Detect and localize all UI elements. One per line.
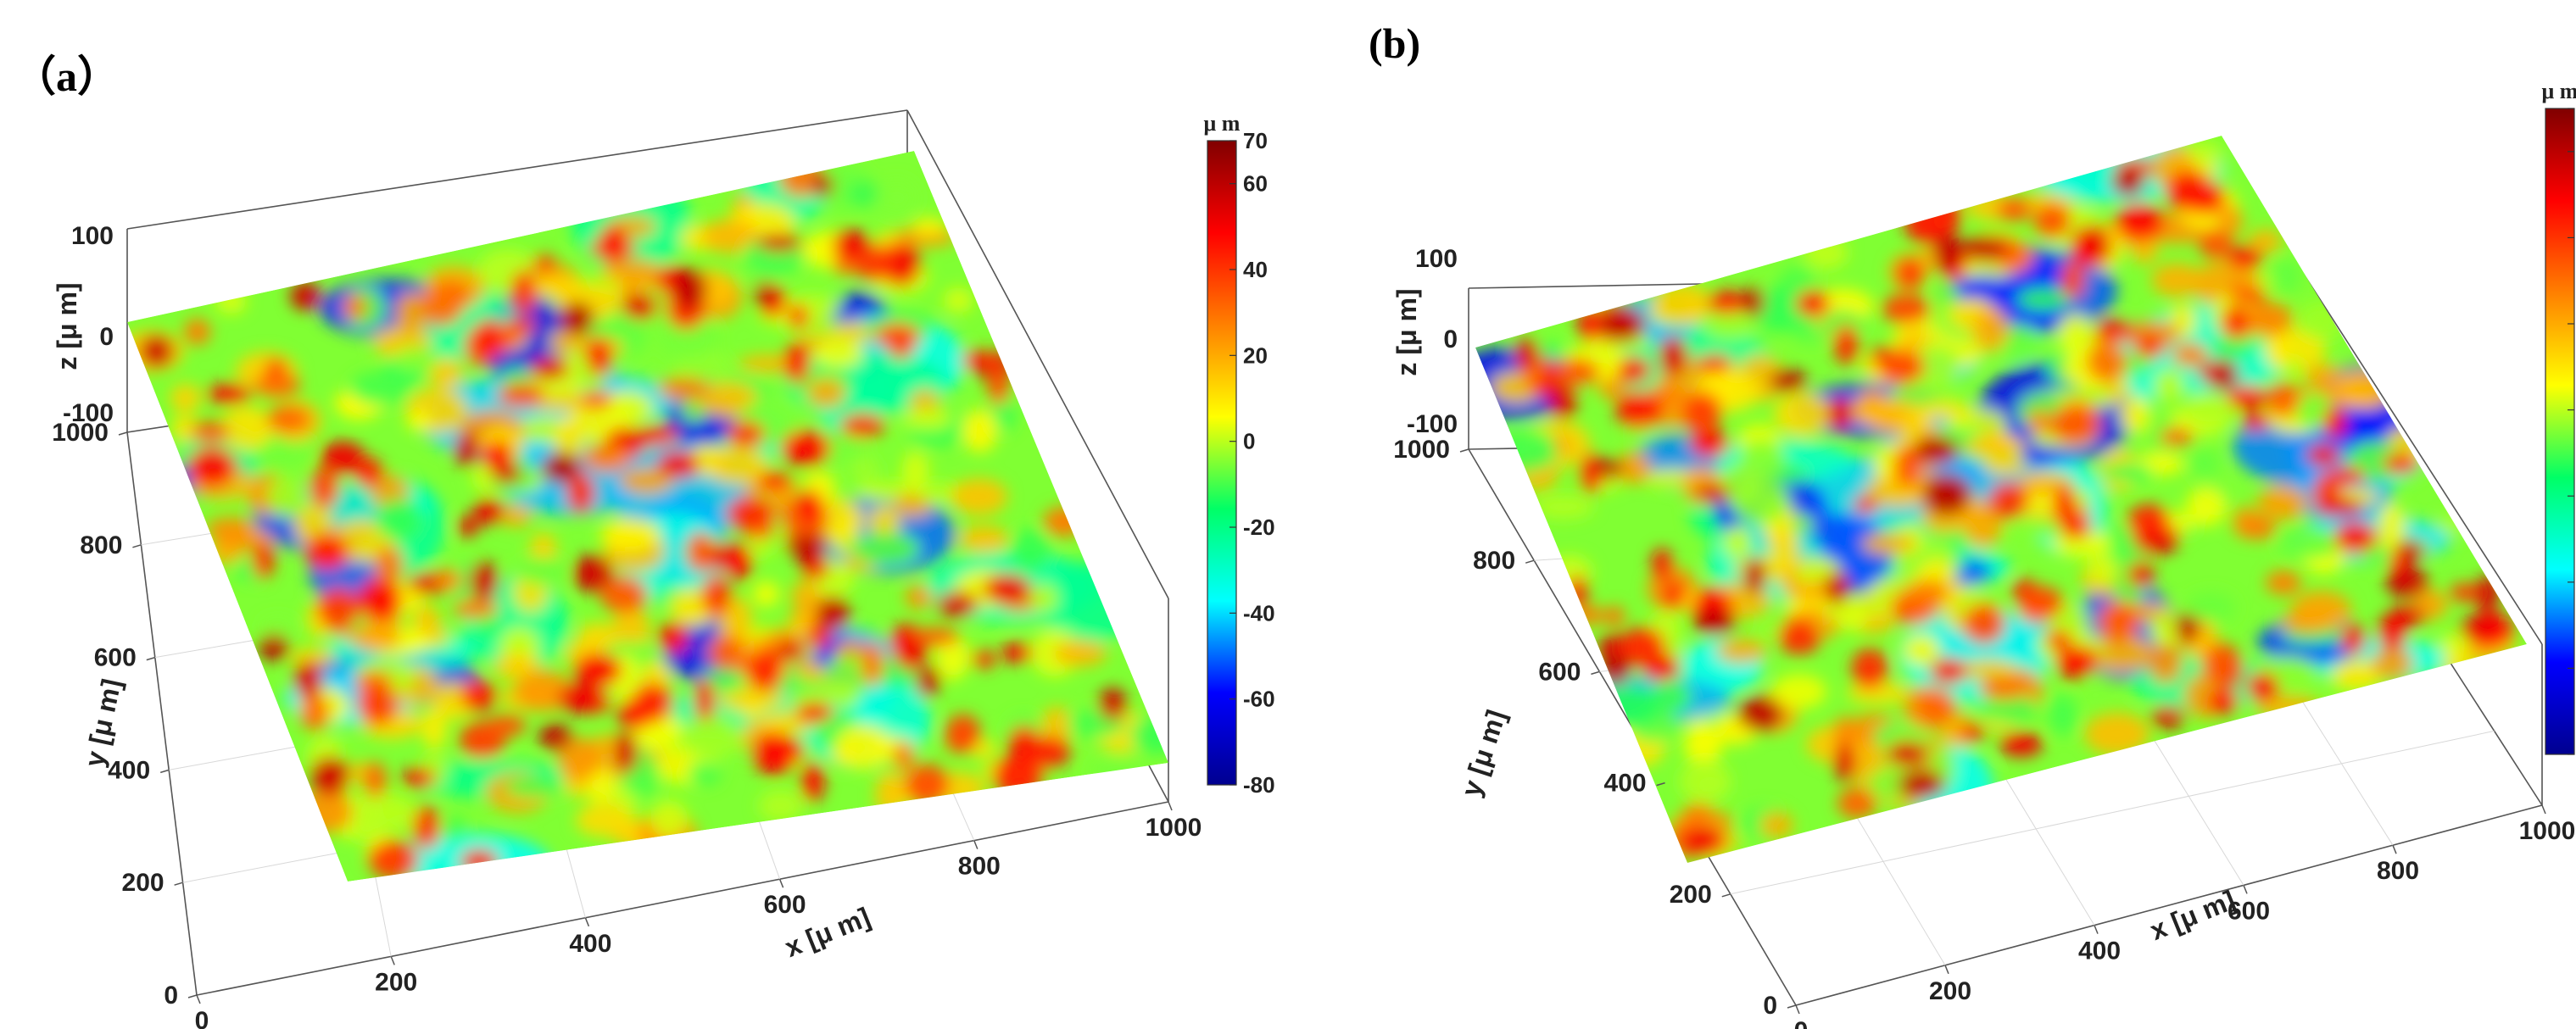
y-tick-label: 400 xyxy=(108,756,150,784)
colorbar-tick-label: 0 xyxy=(1243,429,1255,454)
y-tick-label: 0 xyxy=(164,982,178,1010)
z-tick-label: 100 xyxy=(1415,245,1458,273)
x-tick-label: 200 xyxy=(1929,977,1971,1005)
z-tick-label: 0 xyxy=(99,323,114,351)
x-axis-label: x [μ m] xyxy=(2145,884,2239,946)
z-tick-label: 0 xyxy=(1443,325,1458,353)
surface xyxy=(127,151,1168,882)
colorbar: 70 60 40 20 0 -20 -40 -60 -80 μ m xyxy=(1204,111,1275,798)
y-tick-label: 600 xyxy=(94,644,137,672)
colorbar-tick-label: -40 xyxy=(1243,600,1275,626)
colorbar-tick-label: -60 xyxy=(1243,687,1275,712)
y-tick-label: 0 xyxy=(1763,992,1777,1020)
x-tick-label: 400 xyxy=(569,930,611,958)
y-tick-label: 600 xyxy=(1538,658,1581,686)
surface xyxy=(1475,136,2527,863)
y-tick-label: 200 xyxy=(1670,881,1712,909)
x-tick-label: 0 xyxy=(1794,1017,1809,1029)
panel-b-plot: 02004006008001000020040060080010001000-1… xyxy=(1391,79,2576,1029)
colorbar-tick-label: 20 xyxy=(1243,342,1268,368)
x-tick-label: 200 xyxy=(375,968,417,996)
colorbar-unit: μ m xyxy=(2542,79,2576,103)
panel-b-label: (b) xyxy=(1369,19,1421,67)
y-tick-label: 200 xyxy=(122,869,164,897)
colorbar-tick-label: 70 xyxy=(1243,128,1268,153)
z-axis-label: z [μ m] xyxy=(52,282,82,370)
panel-a-plot: 02004006008001000020040060080010001000-1… xyxy=(52,109,1275,1029)
colorbar-tick-label: 40 xyxy=(1243,257,1268,282)
y-tick-label: 1000 xyxy=(52,419,109,447)
z-tick-label: 100 xyxy=(71,222,114,250)
x-tick-label: 0 xyxy=(195,1007,209,1029)
x-tick-label: 1000 xyxy=(2519,817,2576,845)
z-tick-label: -100 xyxy=(1407,410,1458,438)
x-tick-label: 400 xyxy=(2078,937,2121,965)
x-tick-label: 800 xyxy=(2377,857,2419,885)
y-tick-label: 400 xyxy=(1604,770,1647,798)
z-axis-label: z [μ m] xyxy=(1391,288,1422,375)
y-axis-label: y [μ m] xyxy=(1455,706,1512,800)
y-tick-label: 1000 xyxy=(1393,436,1450,464)
colorbar-unit: μ m xyxy=(1204,111,1241,136)
colorbar-tick-label: -80 xyxy=(1243,772,1275,798)
x-tick-label: 800 xyxy=(958,853,1001,881)
colorbar-tick-label: -20 xyxy=(1243,514,1275,540)
x-tick-label: 600 xyxy=(764,891,806,919)
colorbar-tick-label: 60 xyxy=(1243,171,1268,197)
y-axis-label: y [μ m] xyxy=(79,676,127,770)
y-tick-label: 800 xyxy=(1473,547,1515,575)
x-tick-label: 600 xyxy=(2228,897,2270,925)
panel-a-label: （a） xyxy=(14,53,120,100)
z-tick-label: -100 xyxy=(63,399,114,427)
y-tick-label: 800 xyxy=(80,531,122,559)
x-tick-label: 1000 xyxy=(1146,814,1202,842)
